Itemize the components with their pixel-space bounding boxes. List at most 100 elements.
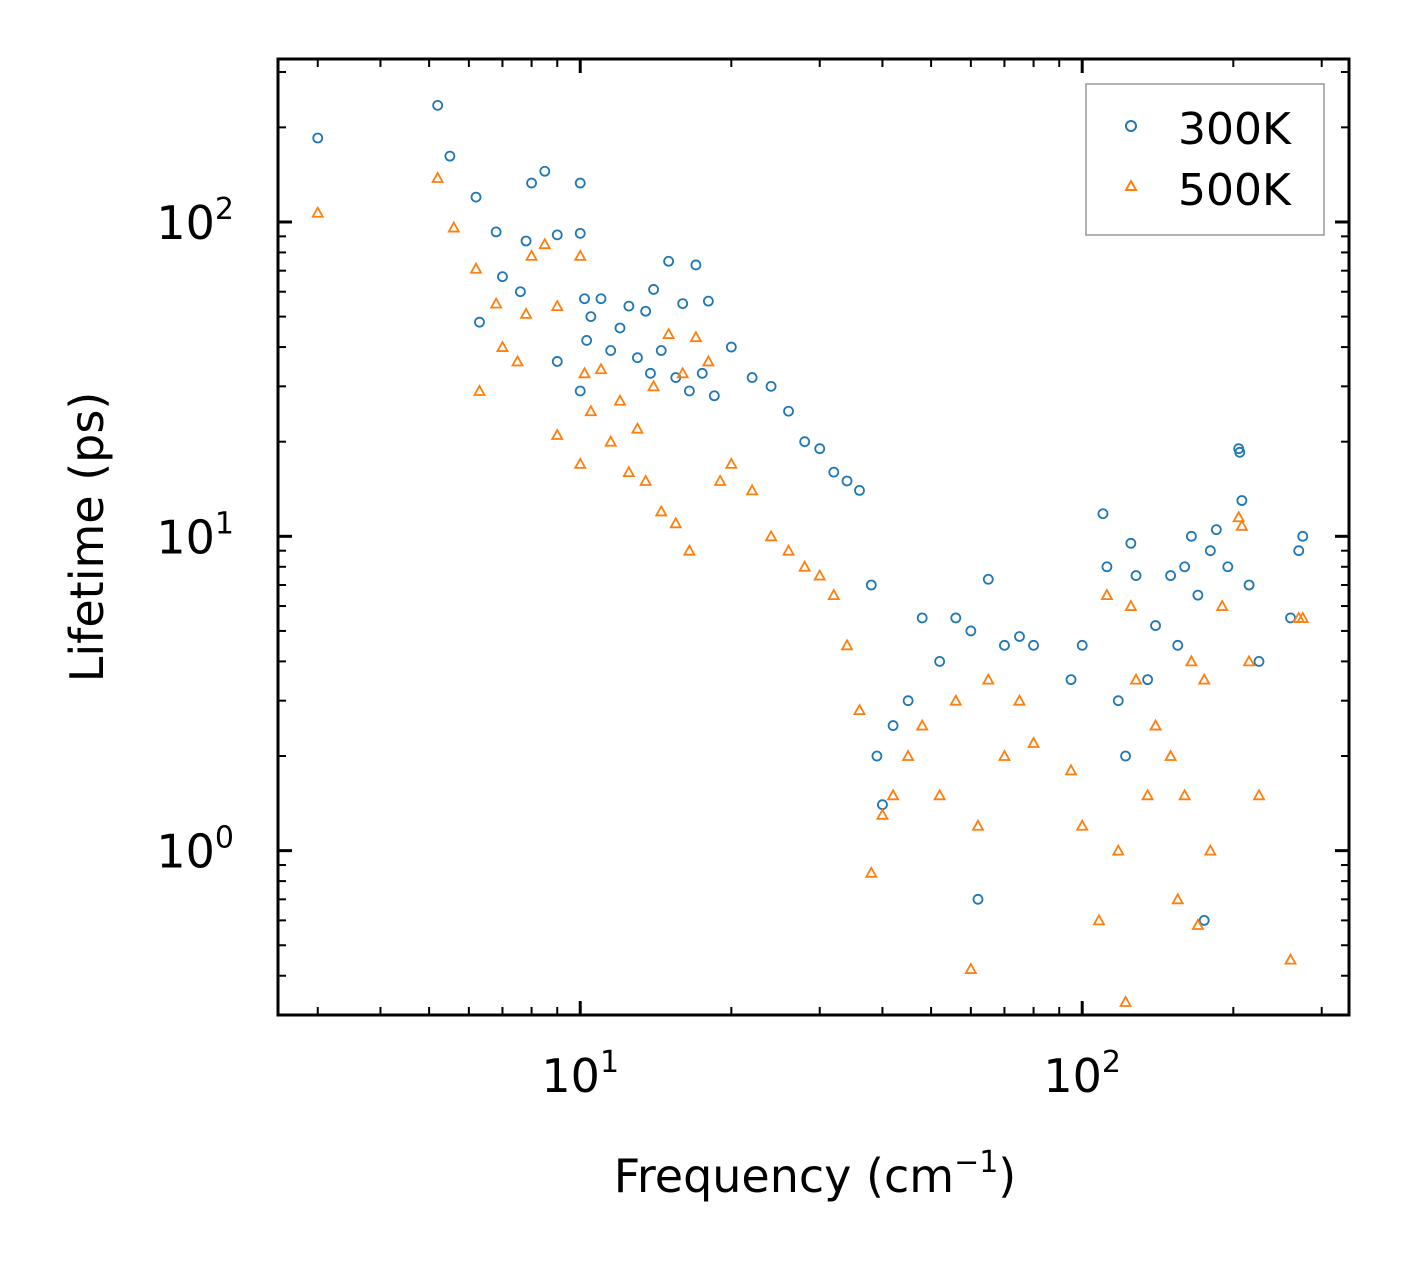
point-300k <box>696 367 708 379</box>
point-300k <box>871 750 883 762</box>
series-300k <box>312 99 1309 926</box>
point-300k <box>865 579 877 591</box>
point-300k <box>1130 570 1142 581</box>
point-500k <box>1283 952 1298 965</box>
point-300k <box>725 341 737 353</box>
point-300k <box>581 335 593 346</box>
point-500k <box>949 693 963 706</box>
point-300k <box>645 367 656 379</box>
point-500k <box>1178 788 1192 801</box>
legend-box <box>1085 83 1325 236</box>
point-300k <box>1065 674 1077 686</box>
x-tick-label: 102 <box>1043 1045 1121 1103</box>
point-300k <box>783 405 794 417</box>
point-500k <box>964 962 978 974</box>
point-500k <box>1119 995 1133 1007</box>
point-500k <box>745 483 759 496</box>
point-500k <box>550 428 564 440</box>
x-tick-label: 101 <box>541 1045 619 1103</box>
point-300k <box>632 352 643 364</box>
point-300k <box>1185 530 1197 542</box>
legend-label-500k: 500K <box>1178 165 1292 216</box>
point-500k <box>701 354 715 367</box>
point-500k <box>573 249 587 261</box>
point-300k <box>1236 495 1248 506</box>
point-500k <box>538 237 552 250</box>
point-300k <box>497 271 508 283</box>
point-500k <box>1252 788 1266 801</box>
point-300k <box>1222 561 1234 573</box>
legend: 300K 500K <box>1085 83 1325 236</box>
point-300k <box>799 436 811 448</box>
point-500k <box>933 788 947 801</box>
point-500k <box>669 516 683 529</box>
point-500k <box>662 327 676 339</box>
point-300k <box>934 655 946 667</box>
point-300k <box>1165 570 1177 581</box>
point-300k <box>1150 620 1161 631</box>
point-300k <box>585 311 597 323</box>
point-500k <box>997 749 1011 761</box>
point-300k <box>655 345 667 356</box>
point-300k <box>1172 639 1184 651</box>
point-500k <box>510 354 525 367</box>
point-300k <box>1204 545 1216 557</box>
series-500k <box>311 171 1310 1007</box>
point-300k <box>828 466 840 478</box>
point-500k <box>1100 588 1114 601</box>
legend-marker-300k <box>1125 120 1137 132</box>
point-300k <box>999 639 1010 651</box>
point-500k <box>447 220 461 233</box>
data-points-layer <box>311 99 1310 1007</box>
point-500k <box>1064 763 1078 776</box>
point-500k <box>594 362 608 375</box>
point-300k <box>708 390 720 402</box>
point-300k <box>663 255 675 267</box>
point-500k <box>604 434 618 447</box>
point-500k <box>682 543 696 556</box>
point-500k <box>1111 843 1125 856</box>
point-300k <box>877 799 888 811</box>
point-500k <box>1171 892 1185 905</box>
point-300k <box>574 177 586 189</box>
point-300k <box>972 893 984 905</box>
point-500k <box>639 474 653 486</box>
point-300k <box>551 356 563 367</box>
x-axis-label: Frequency (cm−1) <box>614 1145 1017 1203</box>
point-300k <box>1101 561 1113 573</box>
point-500k <box>1012 693 1027 706</box>
point-500k <box>654 504 668 517</box>
point-300k <box>1076 639 1088 651</box>
point-500k <box>495 340 509 352</box>
point-300k <box>312 132 324 144</box>
point-500k <box>584 404 598 417</box>
point-500k <box>1235 518 1249 531</box>
point-300k <box>887 720 899 731</box>
point-500k <box>1232 510 1246 523</box>
y-tick-label: 100 <box>156 821 234 879</box>
point-500k <box>1191 918 1205 930</box>
legend-label-300k: 300K <box>1178 104 1292 155</box>
point-300k <box>514 286 526 298</box>
point-500k <box>578 366 592 379</box>
point-500k <box>472 384 487 396</box>
point-300k <box>690 259 702 271</box>
point-300k <box>574 385 586 397</box>
point-500k <box>489 296 503 309</box>
point-300k <box>520 235 532 247</box>
plot-frame <box>276 57 1351 1017</box>
point-500k <box>840 638 854 651</box>
point-500k <box>1197 672 1211 685</box>
point-300k <box>746 372 758 383</box>
point-500k <box>573 457 587 469</box>
point-300k <box>470 191 482 203</box>
point-300k <box>765 380 777 392</box>
point-300k <box>1142 674 1154 686</box>
point-300k <box>623 300 635 312</box>
point-300k <box>1243 579 1255 591</box>
point-500k <box>613 393 627 406</box>
point-300k <box>1179 561 1191 573</box>
point-300k <box>950 612 962 624</box>
tick-labels-layer: 101 102 100 101 102 <box>156 192 1121 1103</box>
point-500k <box>622 465 636 478</box>
